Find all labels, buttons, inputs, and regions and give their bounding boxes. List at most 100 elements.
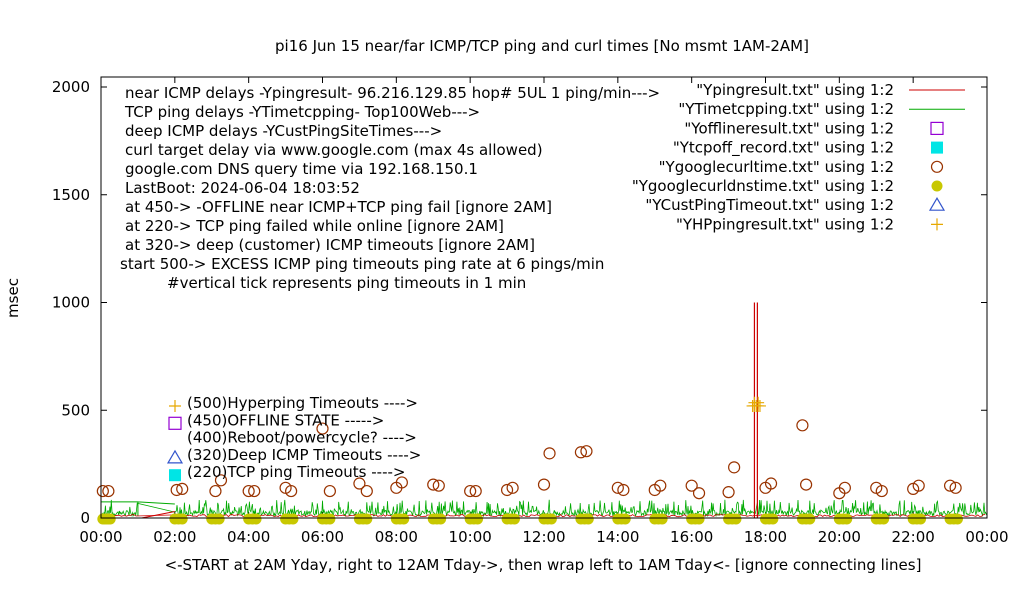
curl-time-point (796, 419, 809, 432)
x-tick-label: 04:00 (227, 528, 270, 546)
curl-time-point (469, 484, 482, 498)
curl-time-point (949, 481, 962, 494)
plot-frame (100, 76, 988, 519)
curl-time-point (432, 479, 445, 492)
curl-time-point (838, 481, 851, 494)
tcp-ping-line (100, 499, 988, 518)
dns-time-point (250, 513, 262, 525)
curl-time-point (353, 477, 366, 490)
dns-time-point (508, 513, 520, 525)
legend-swatch (928, 197, 946, 211)
info-line: at 450-> -OFFLINE near ICMP+TCP ping fai… (125, 198, 552, 216)
info-line: at 220-> TCP ping failed while online [i… (125, 217, 504, 235)
chart-title: pi16 Jun 15 near/far ICMP/TCP ping and c… (275, 37, 809, 55)
info-line: start 500-> EXCESS ICMP ping timeouts pi… (120, 255, 604, 273)
marker-key-symbol (166, 449, 184, 464)
curl-time-point (360, 484, 373, 498)
curl-time-point (248, 484, 261, 498)
legend-swatch (930, 121, 944, 136)
curl-time-point (654, 479, 667, 492)
dns-time-point (951, 513, 963, 525)
legend-swatch (931, 141, 943, 154)
curl-time-point (209, 484, 222, 498)
info-line: curl target delay via www.google.com (ma… (125, 141, 543, 159)
info-line: TCP ping delays -YTimetcpping- Top100Web… (124, 103, 480, 121)
x-tick-label: 16:00 (670, 528, 713, 546)
curl-time-point (242, 484, 255, 498)
legend-label: "Ypingresult.txt" using 1:2 (696, 81, 894, 99)
curl-time-point (722, 486, 735, 499)
curl-time-point (323, 484, 336, 498)
dns-time-point (656, 513, 668, 525)
curl-time-point (170, 483, 183, 497)
legend-label: "Yofflineresult.txt" using 1:2 (684, 119, 894, 137)
tcp-ping-line (101, 501, 175, 516)
info-line: google.com DNS query time via 192.168.15… (125, 160, 478, 178)
curl-time-point (574, 446, 588, 459)
dns-time-point (841, 513, 853, 525)
marker-key-label: (320)Deep ICMP Timeouts ----> (187, 446, 421, 464)
dns-time-point (472, 513, 484, 525)
dns-time-point (104, 513, 116, 525)
dns-time-point (619, 513, 631, 525)
series-points (96, 396, 963, 525)
dns-time-point (435, 513, 447, 525)
curl-time-point (611, 481, 624, 494)
marker-key-label: (220)TCP ping Timeouts ----> (187, 463, 405, 481)
hyperping-point (753, 399, 766, 412)
dns-time-point (287, 513, 299, 525)
curl-time-point (285, 484, 298, 498)
dns-time-point (804, 513, 816, 525)
x-axis-label: <-START at 2AM Yday, right to 12AM Tday-… (165, 556, 922, 574)
x-tick-label: 08:00 (375, 528, 418, 546)
curl-time-point (427, 478, 440, 491)
info-line: deep ICMP delays -YCustPingSiteTimes---> (125, 122, 442, 140)
legend-label: "YTimetcpping.txt" using 1:2 (678, 100, 894, 118)
legend-swatch (930, 160, 944, 173)
legend-label: "Ygooglecurldnstime.txt" using 1:2 (632, 177, 894, 195)
legend-label: "YCustPingTimeout.txt" using 1:2 (645, 196, 894, 214)
legend: "Ypingresult.txt" using 1:2"YTimetcpping… (632, 81, 965, 233)
dns-time-point (915, 513, 927, 525)
dns-time-point (730, 513, 742, 525)
x-tick-label: 20:00 (818, 528, 861, 546)
x-tick-label: 12:00 (522, 528, 565, 546)
marker-key-label: (400)Reboot/powercycle? ----> (187, 429, 417, 447)
near-icmp-line (141, 511, 175, 519)
info-line: LastBoot: 2024-06-04 18:03:52 (125, 179, 360, 197)
dns-time-point (176, 513, 188, 525)
legend-label: "Ygooglecurltime.txt" using 1:2 (659, 158, 894, 176)
marker-key-symbol (168, 416, 182, 430)
y-tick-label: 0 (80, 509, 90, 527)
legend-swatch (931, 218, 943, 231)
dns-time-point (582, 513, 594, 525)
x-tick-label: 06:00 (301, 528, 344, 546)
marker-key-label: (500)Hyperping Timeouts ----> (187, 394, 418, 412)
curl-time-point (395, 476, 408, 489)
curl-time-point (102, 484, 115, 498)
y-tick-label: 1500 (52, 186, 90, 204)
info-line: near ICMP delays -Ypingresult- 96.216.12… (125, 84, 660, 102)
curl-time-point (580, 445, 593, 458)
curl-time-point (316, 422, 329, 435)
dns-time-point (213, 513, 225, 525)
info-text: near ICMP delays -Ypingresult- 96.216.12… (120, 84, 660, 292)
curl-time-point (875, 484, 888, 498)
curl-time-point (685, 479, 698, 492)
curl-time-point (96, 484, 109, 498)
marker-key-label: (450)OFFLINE STATE -----> (187, 411, 384, 429)
y-axis-label: msec (4, 278, 22, 318)
dns-time-point (361, 513, 373, 525)
info-line: at 320-> deep (customer) ICMP timeouts [… (125, 236, 535, 254)
curl-time-point (800, 478, 813, 491)
y-tick-label: 2000 (52, 78, 90, 96)
dns-time-point (693, 513, 705, 525)
info-line: #vertical tick represents ping timeouts … (167, 274, 526, 292)
curl-time-point (912, 479, 925, 492)
dns-time-point (767, 513, 779, 525)
marker-key-symbol (169, 400, 181, 412)
curl-time-point (764, 477, 778, 490)
dns-time-point (545, 513, 557, 525)
x-tick-label: 00:00 (79, 528, 122, 546)
